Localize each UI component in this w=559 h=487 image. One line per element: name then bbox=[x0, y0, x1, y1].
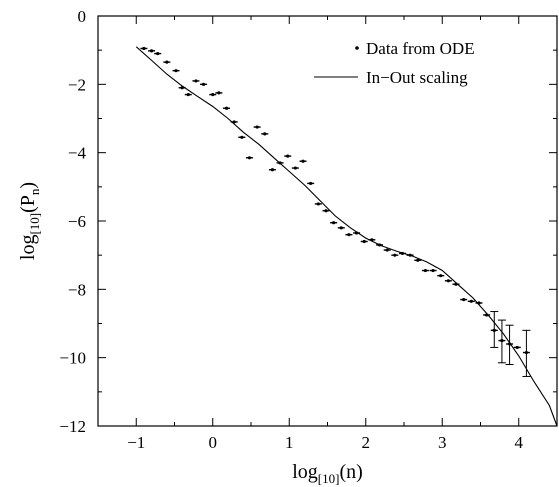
legend: Data from ODE In−Out scaling bbox=[314, 39, 475, 87]
series-layer bbox=[136, 47, 557, 426]
data-point bbox=[165, 61, 168, 64]
data-point bbox=[248, 156, 251, 159]
x-tick-label: 2 bbox=[362, 433, 371, 452]
legend-label-inout: In−Out scaling bbox=[366, 68, 468, 87]
data-point bbox=[462, 298, 465, 301]
data-point bbox=[347, 233, 350, 236]
axis-ticks: −1 0 1 2 3 40−2−4−6−8−10−12 bbox=[59, 7, 557, 452]
data-point bbox=[294, 166, 297, 169]
data-point bbox=[447, 279, 450, 282]
y-tick-label: −8 bbox=[68, 280, 86, 299]
data-point bbox=[493, 329, 496, 332]
data-point bbox=[363, 240, 366, 243]
data-point bbox=[332, 221, 335, 224]
data-point bbox=[263, 132, 266, 135]
legend-label-data: Data from ODE bbox=[366, 39, 475, 58]
data-point bbox=[525, 351, 528, 354]
data-point bbox=[309, 182, 312, 185]
y-tick-label: 0 bbox=[78, 7, 87, 26]
data-point bbox=[324, 209, 327, 212]
data-point bbox=[202, 83, 205, 86]
y-tick-label: −12 bbox=[59, 417, 86, 436]
x-axis-label: log[10](n) bbox=[292, 461, 363, 486]
in-out-scaling-line bbox=[136, 47, 557, 426]
y-tick-label: −10 bbox=[59, 349, 86, 368]
data-point bbox=[194, 79, 197, 82]
y-tick-label: −2 bbox=[68, 75, 86, 94]
data-point bbox=[211, 93, 214, 96]
y-axis-label: log[10](Pn) bbox=[17, 182, 42, 260]
data-point bbox=[240, 136, 243, 139]
data-point bbox=[386, 248, 389, 251]
x-tick-label: 0 bbox=[209, 433, 218, 452]
data-point bbox=[286, 154, 289, 157]
data-point bbox=[393, 254, 396, 257]
data-point bbox=[301, 160, 304, 163]
data-point bbox=[516, 346, 519, 349]
data-point bbox=[439, 274, 442, 277]
y-tick-label: −4 bbox=[68, 144, 87, 163]
x-tick-label: 4 bbox=[515, 433, 524, 452]
data-point bbox=[500, 339, 503, 342]
legend-marker-data bbox=[355, 46, 359, 50]
data-point bbox=[156, 52, 159, 55]
data-point bbox=[150, 49, 153, 52]
data-point bbox=[187, 93, 190, 96]
x-tick-label: 1 bbox=[285, 433, 294, 452]
data-point bbox=[174, 69, 177, 72]
data-point bbox=[217, 91, 220, 94]
data-point bbox=[424, 269, 427, 272]
data-point bbox=[142, 47, 145, 50]
y-tick-label: −6 bbox=[68, 212, 86, 231]
data-point bbox=[256, 125, 259, 128]
data-point bbox=[340, 226, 343, 229]
data-point bbox=[431, 269, 434, 272]
x-tick-label: −1 bbox=[127, 433, 145, 452]
data-point bbox=[271, 168, 274, 171]
data-point bbox=[470, 300, 473, 303]
data-point bbox=[317, 202, 320, 205]
data-point bbox=[225, 107, 228, 110]
x-tick-label: 3 bbox=[438, 433, 447, 452]
